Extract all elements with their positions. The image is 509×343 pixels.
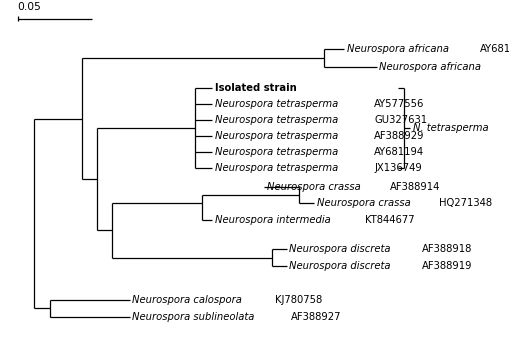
Text: AY577556: AY577556 (375, 99, 425, 109)
Text: AF388914: AF388914 (389, 182, 440, 192)
Text: Isolated strain: Isolated strain (215, 83, 296, 93)
Text: KT844677: KT844677 (365, 215, 414, 225)
Text: Neurospora sublineolata: Neurospora sublineolata (132, 312, 258, 322)
Text: Neurospora africana: Neurospora africana (379, 62, 485, 72)
Text: AY681185: AY681185 (479, 44, 509, 54)
Text: Neurospora tetrasperma: Neurospora tetrasperma (215, 131, 341, 141)
Text: Neurospora calospora: Neurospora calospora (132, 295, 245, 305)
Text: Neurospora discreta: Neurospora discreta (290, 261, 394, 271)
Text: AF388927: AF388927 (291, 312, 342, 322)
Text: Neurospora tetrasperma: Neurospora tetrasperma (215, 115, 341, 125)
Text: Neurospora discreta: Neurospora discreta (290, 245, 394, 255)
Text: Neurospora tetrasperma: Neurospora tetrasperma (215, 147, 341, 157)
Text: N. tetrasperma: N. tetrasperma (413, 123, 488, 133)
Text: Neurospora intermedia: Neurospora intermedia (215, 215, 333, 225)
Text: Neurospora tetrasperma: Neurospora tetrasperma (215, 163, 341, 173)
Text: Neurospora africana: Neurospora africana (347, 44, 452, 54)
Text: Neurospora crassa: Neurospora crassa (267, 182, 364, 192)
Text: AF388918: AF388918 (422, 245, 472, 255)
Text: AF388919: AF388919 (422, 261, 472, 271)
Text: AF388929: AF388929 (375, 131, 425, 141)
Text: Neurospora crassa: Neurospora crassa (317, 199, 414, 209)
Text: GU327631: GU327631 (375, 115, 428, 125)
Text: AY681194: AY681194 (375, 147, 425, 157)
Text: HQ271348: HQ271348 (439, 199, 493, 209)
Text: KJ780758: KJ780758 (275, 295, 322, 305)
Text: JX136749: JX136749 (375, 163, 422, 173)
Text: Neurospora tetrasperma: Neurospora tetrasperma (215, 99, 341, 109)
Text: 0.05: 0.05 (17, 2, 41, 12)
